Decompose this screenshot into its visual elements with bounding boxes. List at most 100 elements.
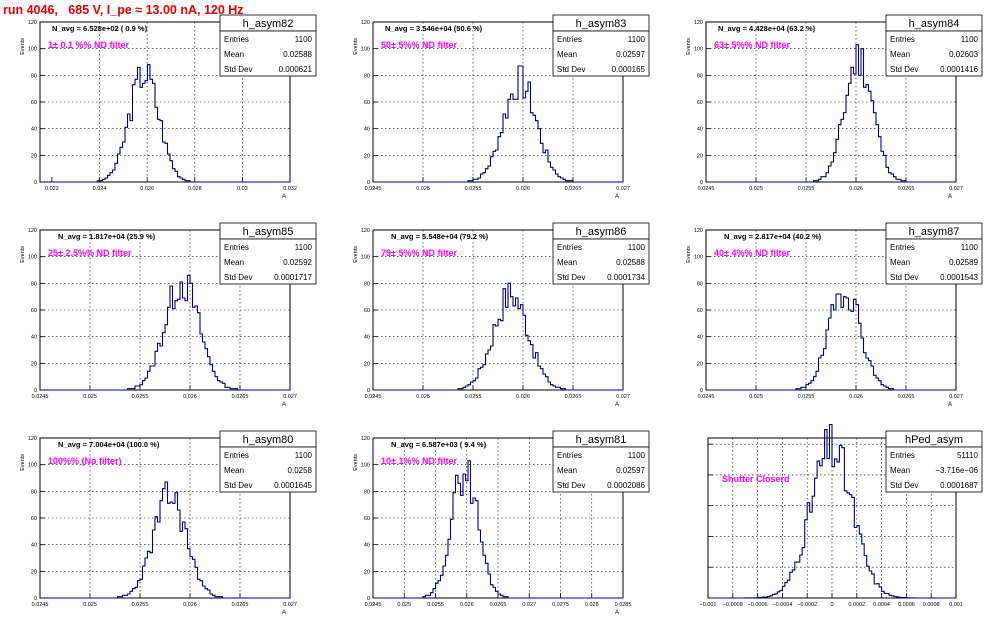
histogram-bar xyxy=(198,579,201,598)
histogram-bar xyxy=(513,99,516,182)
stats-box xyxy=(219,446,317,493)
x-tick-label: 0.0275 xyxy=(552,602,569,608)
x-tick-label: 0.026 xyxy=(183,602,197,608)
histogram-bar xyxy=(518,309,521,390)
stats-value: 0.000621 xyxy=(279,65,313,74)
stats-value: 1100 xyxy=(961,243,979,252)
stats-label: Std Dev xyxy=(224,273,252,282)
y-tick-label: 60 xyxy=(697,308,703,314)
x-tick-label: 0.0245 xyxy=(698,394,715,400)
histogram-bar xyxy=(473,498,476,598)
navg-label: N_avg = 3.546e+04 (50.6 %) xyxy=(385,24,483,33)
histogram-bar xyxy=(844,113,847,182)
y-tick-label: 100 xyxy=(361,47,370,53)
stats-box xyxy=(219,238,317,285)
stats-label: Mean xyxy=(890,50,910,59)
histogram-bar xyxy=(180,531,183,598)
stats-box xyxy=(885,30,983,77)
stats-value: 0.0258 xyxy=(288,466,313,475)
stats-box xyxy=(885,238,983,285)
x-tick-label: 0.0255 xyxy=(465,186,482,192)
histogram-bar xyxy=(851,311,854,390)
y-tick-label: 80 xyxy=(697,73,703,79)
y-axis-title: Events xyxy=(353,246,359,263)
x-tick-label: 0.0265 xyxy=(898,186,915,192)
histogram-bar xyxy=(175,301,178,390)
histogram-bar xyxy=(496,326,499,390)
histogram-bar xyxy=(531,113,534,182)
histogram-bar xyxy=(158,119,161,182)
histogram-bar xyxy=(533,115,536,182)
stats-label: Entries xyxy=(557,451,582,460)
y-tick-label: 80 xyxy=(364,281,370,287)
histogram-bar xyxy=(183,298,186,390)
x-tick-label: 0.0004 xyxy=(873,602,890,608)
x-tick-label: 0.025 xyxy=(397,602,411,608)
histogram-bar xyxy=(501,133,504,182)
histogram-bar xyxy=(881,151,884,182)
stats-value: 0.0001645 xyxy=(274,481,312,490)
x-axis-title: A xyxy=(282,402,286,408)
y-tick-label: 100 xyxy=(361,463,370,469)
histogram-outline xyxy=(40,274,290,391)
stats-label: Std Dev xyxy=(557,273,585,282)
histogram-bar xyxy=(496,150,499,182)
histogram-bar xyxy=(820,466,822,598)
stats-label: Entries xyxy=(890,35,915,44)
histogram-bar xyxy=(153,366,156,390)
y-axis-title: Events xyxy=(353,454,359,471)
x-axis-title: A xyxy=(282,194,286,200)
histogram-bar xyxy=(538,366,541,390)
navg-label: N_avg = 2.817e+04 (40.2 %) xyxy=(724,232,822,241)
y-tick-label: 0 xyxy=(34,388,37,394)
histogram-bar xyxy=(481,367,484,390)
histogram-bar xyxy=(163,142,166,182)
filter-note: Shutter Closerd xyxy=(722,474,790,484)
stats-label: Std Dev xyxy=(890,65,918,74)
stats-value: 0.0001687 xyxy=(940,481,978,490)
histogram-bars xyxy=(796,294,894,390)
histogram-outline xyxy=(40,64,290,183)
panel-hPed_asym: −0.001 −0.0008 −0.0006 −0.0004 −0.0002 0 0.000… xyxy=(700,423,983,608)
stats-label: Entries xyxy=(224,35,249,44)
x-tick-label: 0.028 xyxy=(585,602,599,608)
x-tick-label: 0.026 xyxy=(516,186,530,192)
histogram-outline xyxy=(373,460,623,599)
y-tick-label: 80 xyxy=(31,489,37,495)
histogram-bar xyxy=(822,459,824,598)
histogram-bar xyxy=(173,309,176,390)
histogram-bar xyxy=(869,91,872,182)
x-tick-label: 0.0255 xyxy=(798,186,815,192)
x-tick-label: 0.025 xyxy=(749,394,763,400)
y-tick-label: 0 xyxy=(700,388,703,394)
x-tick-label: 0.0265 xyxy=(898,394,915,400)
stats-label: Mean xyxy=(890,466,910,475)
panel-h_asym86: 0.0245 0.025 0.0255 0.026 0.0265 0.027 0 20 40 60… xyxy=(353,222,650,408)
histogram-bar xyxy=(834,310,837,390)
histogram-bar xyxy=(824,177,827,182)
histogram-bar xyxy=(513,306,516,390)
histogram-outline xyxy=(706,293,956,391)
stats-value: 1100 xyxy=(628,243,646,252)
histogram-bars xyxy=(468,66,573,182)
x-tick-label: 0.0008 xyxy=(923,602,940,608)
y-tick-label: 40 xyxy=(31,543,37,549)
x-tick-label: 0.025 xyxy=(83,394,97,400)
x-tick-label: 0.025 xyxy=(416,394,430,400)
stats-title: h_asym80 xyxy=(243,434,294,446)
stats-label: Std Dev xyxy=(224,481,252,490)
stats-title: h_asym82 xyxy=(243,18,294,30)
x-tick-label: 0.027 xyxy=(283,394,297,400)
y-tick-label: 120 xyxy=(361,228,370,234)
histogram-bar xyxy=(501,321,504,390)
x-tick-label: 0.0265 xyxy=(565,394,582,400)
stats-label: Entries xyxy=(557,243,582,252)
y-tick-label: 80 xyxy=(697,281,703,287)
stats-value: 0.02589 xyxy=(949,258,978,267)
histogram-bar xyxy=(849,310,852,390)
stats-label: Entries xyxy=(224,451,249,460)
x-tick-label: −0.0004 xyxy=(772,602,792,608)
y-tick-label: 60 xyxy=(31,516,37,522)
x-tick-label: 0.026 xyxy=(849,186,863,192)
